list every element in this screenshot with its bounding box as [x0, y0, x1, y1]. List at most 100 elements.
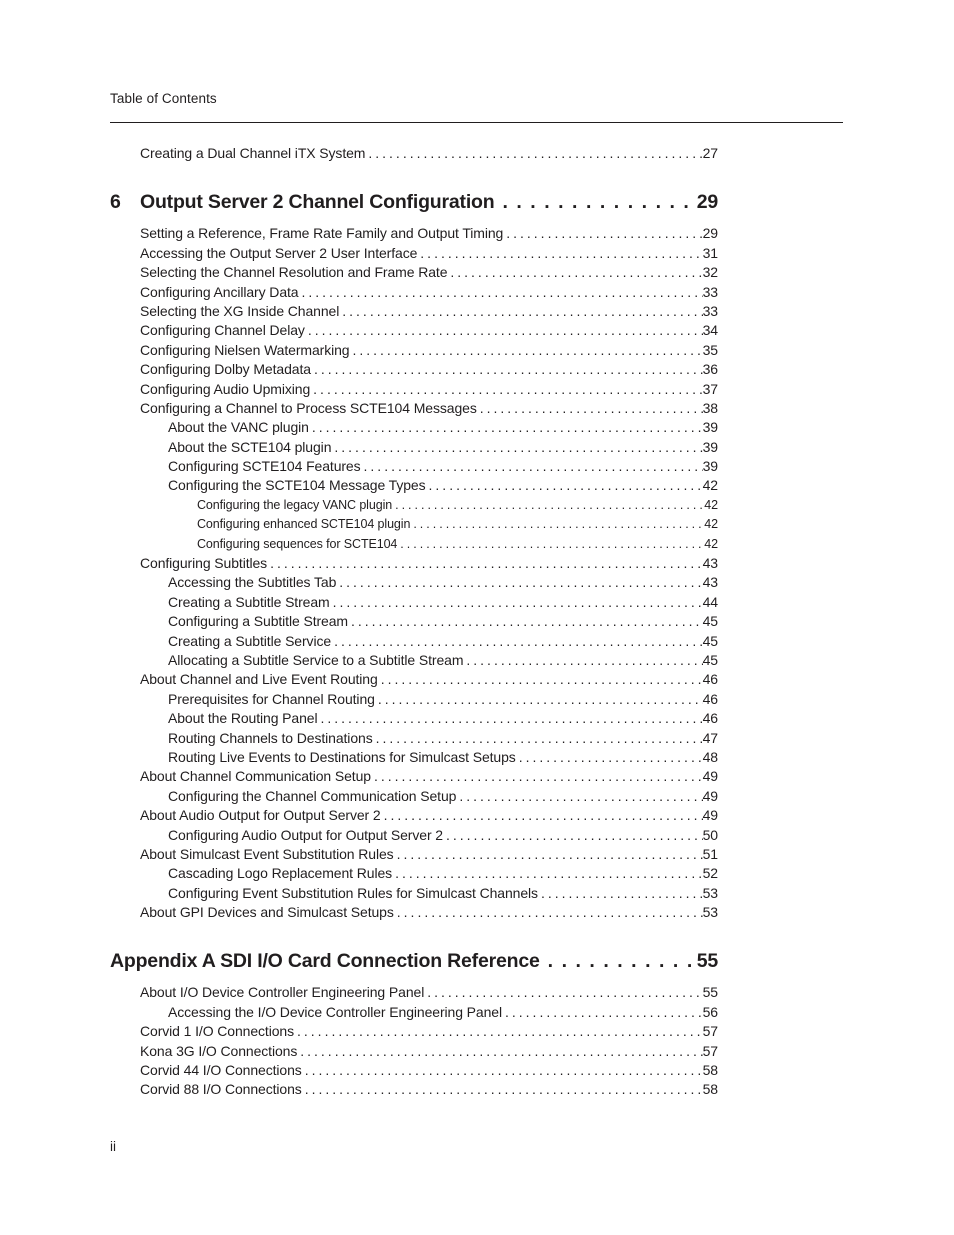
toc-entry[interactable]: Creating a Subtitle Stream..............…	[110, 593, 718, 612]
toc-dot-leader: ........................................…	[459, 787, 703, 804]
toc-dot-leader: ........................................…	[311, 419, 703, 436]
toc-entry-page: 48	[702, 748, 718, 765]
toc-entry[interactable]: Accessing the I/O Device Controller Engi…	[110, 1003, 718, 1022]
toc-entry-title: Configuring Ancillary Data	[140, 283, 299, 300]
toc-entry[interactable]: Configuring Channel Delay...............…	[110, 321, 718, 340]
toc-entry-title: Configuring the SCTE104 Message Types	[168, 477, 426, 494]
toc-entry-page: 31	[702, 244, 718, 261]
toc-entry-page: 42	[702, 477, 718, 494]
toc-dot-leader: ........................................…	[297, 1023, 703, 1040]
toc-entry[interactable]: Selecting the Channel Resolution and Fra…	[110, 263, 718, 282]
toc-entry[interactable]: Configuring sequences for SCTE104.......…	[110, 535, 718, 554]
toc-entry[interactable]: Configuring the SCTE104 Message Types...…	[110, 476, 718, 495]
toc-entry[interactable]: Configuring Ancillary Data..............…	[110, 283, 718, 302]
toc-dot-leader: ........................................…	[383, 807, 703, 824]
toc-dot-leader: ........................................…	[332, 593, 703, 610]
toc-entry[interactable]: Selecting the XG Inside Channel.........…	[110, 302, 718, 321]
toc-entry-title: Configuring a Subtitle Stream	[168, 613, 348, 630]
toc-entry[interactable]: About Simulcast Event Substitution Rules…	[110, 845, 718, 864]
toc-entry-title: Creating a Subtitle Stream	[168, 593, 330, 610]
toc-entry-title: Routing Live Events to Destinations for …	[168, 748, 516, 765]
toc-entry-page: 33	[702, 302, 718, 319]
toc-entry[interactable]: About Channel Communication Setup.......…	[110, 767, 718, 786]
toc-dot-leader: ........................................…	[339, 574, 702, 591]
toc-entry[interactable]: Configuring SCTE104 Features............…	[110, 457, 718, 476]
toc-entry-page: 57	[702, 1042, 718, 1059]
toc-section-heading[interactable]: Appendix A SDI I/O Card Connection Refer…	[110, 949, 718, 974]
toc-entry[interactable]: Corvid 1 I/O Connections................…	[110, 1022, 718, 1041]
toc-entry-page: 49	[702, 768, 718, 785]
toc-entry[interactable]: Configuring a Subtitle Stream...........…	[110, 612, 718, 631]
toc-entry-title: Kona 3G I/O Connections	[140, 1042, 298, 1059]
toc-dot-leader: ........................................…	[427, 984, 703, 1001]
toc-dot-leader: ........................................…	[304, 1062, 703, 1079]
toc-entry[interactable]: Accessing the Output Server 2 User Inter…	[110, 244, 718, 263]
header-rule	[110, 122, 843, 123]
toc-entry[interactable]: Setting a Reference, Frame Rate Family a…	[110, 224, 718, 243]
toc-dot-leader: ........................................…	[466, 651, 703, 668]
toc-entry-title: Configuring Event Substitution Rules for…	[168, 884, 538, 901]
toc-entry-page: 46	[702, 710, 718, 727]
toc-entry[interactable]: Configuring Dolby Metadata..............…	[110, 360, 718, 379]
toc-entry[interactable]: About the Routing Panel.................…	[110, 709, 718, 728]
toc-entry[interactable]: Configuring the legacy VANC plugin......…	[110, 496, 718, 515]
toc-entry-page: 36	[702, 361, 718, 378]
toc-dot-leader: ........................................…	[446, 826, 703, 843]
toc-entry[interactable]: Configuring Nielsen Watermarking........…	[110, 341, 718, 360]
toc-entry-page: 43	[702, 555, 718, 572]
toc-section-number: 6	[110, 191, 121, 214]
toc-entry[interactable]: Accessing the Subtitles Tab.............…	[110, 573, 718, 592]
toc-entry[interactable]: About the VANC plugin...................…	[110, 418, 718, 437]
toc-entry-title: About Channel and Live Event Routing	[140, 671, 378, 688]
toc-dot-leader: ........................................…	[363, 458, 703, 475]
toc-entry-page: 29	[702, 225, 718, 242]
toc-entry-page: 46	[702, 690, 718, 707]
toc-entry-title: About Simulcast Event Substitution Rules	[140, 845, 394, 862]
toc-entry[interactable]: Routing Live Events to Destinations for …	[110, 748, 718, 767]
toc-entry[interactable]: Configuring Audio Output for Output Serv…	[110, 826, 718, 845]
toc-entry-page: 43	[702, 574, 718, 591]
toc-entry-page: 35	[702, 341, 718, 358]
toc-entry[interactable]: Prerequisites for Channel Routing.......…	[110, 690, 718, 709]
toc-dot-leader: ........................................…	[395, 865, 703, 882]
toc-entry-page: 49	[702, 807, 718, 824]
toc-entry[interactable]: Creating a Subtitle Service.............…	[110, 632, 718, 651]
toc-entry[interactable]: Configuring Subtitles...................…	[110, 554, 718, 573]
toc-dot-leader: ........................................…	[428, 477, 703, 494]
toc-section-heading[interactable]: 6 Output Server 2 Channel Configuration..…	[110, 190, 718, 215]
toc-entry[interactable]: Allocating a Subtitle Service to a Subti…	[110, 651, 718, 670]
toc-entry-title: Corvid 88 I/O Connections	[140, 1081, 302, 1098]
toc-entry[interactable]: Configuring enhanced SCTE104 plugin.....…	[110, 515, 718, 534]
toc-entry[interactable]: Routing Channels to Destinations........…	[110, 729, 718, 748]
toc-entry[interactable]: Configuring a Channel to Process SCTE104…	[110, 399, 718, 418]
toc-entry[interactable]: Configuring Event Substitution Rules for…	[110, 884, 718, 903]
toc-entry[interactable]: Corvid 44 I/O Connections...............…	[110, 1061, 718, 1080]
toc-entry[interactable]: Corvid 88 I/O Connections...............…	[110, 1080, 718, 1099]
toc-entry-page: 39	[702, 458, 718, 475]
toc-entry-title: Configuring Audio Upmixing	[140, 380, 311, 397]
toc-entry[interactable]: Configuring the Channel Communication Se…	[110, 787, 718, 806]
toc-entry-title: About the SCTE104 plugin	[168, 438, 332, 455]
toc-entry[interactable]: About GPI Devices and Simulcast Setups..…	[110, 903, 718, 922]
toc-entry[interactable]: About I/O Device Controller Engineering …	[110, 983, 718, 1002]
toc-entry[interactable]: About Channel and Live Event Routing....…	[110, 670, 718, 689]
toc-dot-leader: ........................................…	[352, 341, 703, 358]
toc-entry-title: Creating a Dual Channel iTX System	[140, 145, 366, 161]
toc-dot-leader: ........................................…	[313, 380, 702, 397]
toc-entry-page: 52	[702, 865, 718, 882]
toc-entry-title: Configuring SCTE104 Features	[168, 458, 361, 475]
running-header: Table of Contents	[110, 91, 217, 106]
toc-entry[interactable]: Kona 3G I/O Connections.................…	[110, 1042, 718, 1061]
toc-entry[interactable]: Creating a Dual Channel iTX System......…	[110, 144, 718, 163]
toc-entry-title: About the VANC plugin	[168, 419, 309, 436]
toc-entry-page: 58	[702, 1062, 718, 1079]
toc-entry[interactable]: About the SCTE104 plugin................…	[110, 438, 718, 457]
toc-entry[interactable]: About Audio Output for Output Server 2..…	[110, 806, 718, 825]
toc-entry-page: 33	[702, 283, 718, 300]
toc-entry-title: Accessing the Output Server 2 User Inter…	[140, 244, 418, 261]
toc-entry[interactable]: Cascading Logo Replacement Rules........…	[110, 864, 718, 883]
toc-dot-leader: ........................................…	[395, 497, 704, 512]
toc-entry[interactable]: Configuring Audio Upmixing..............…	[110, 380, 718, 399]
toc-entry-page: 51	[702, 845, 718, 862]
